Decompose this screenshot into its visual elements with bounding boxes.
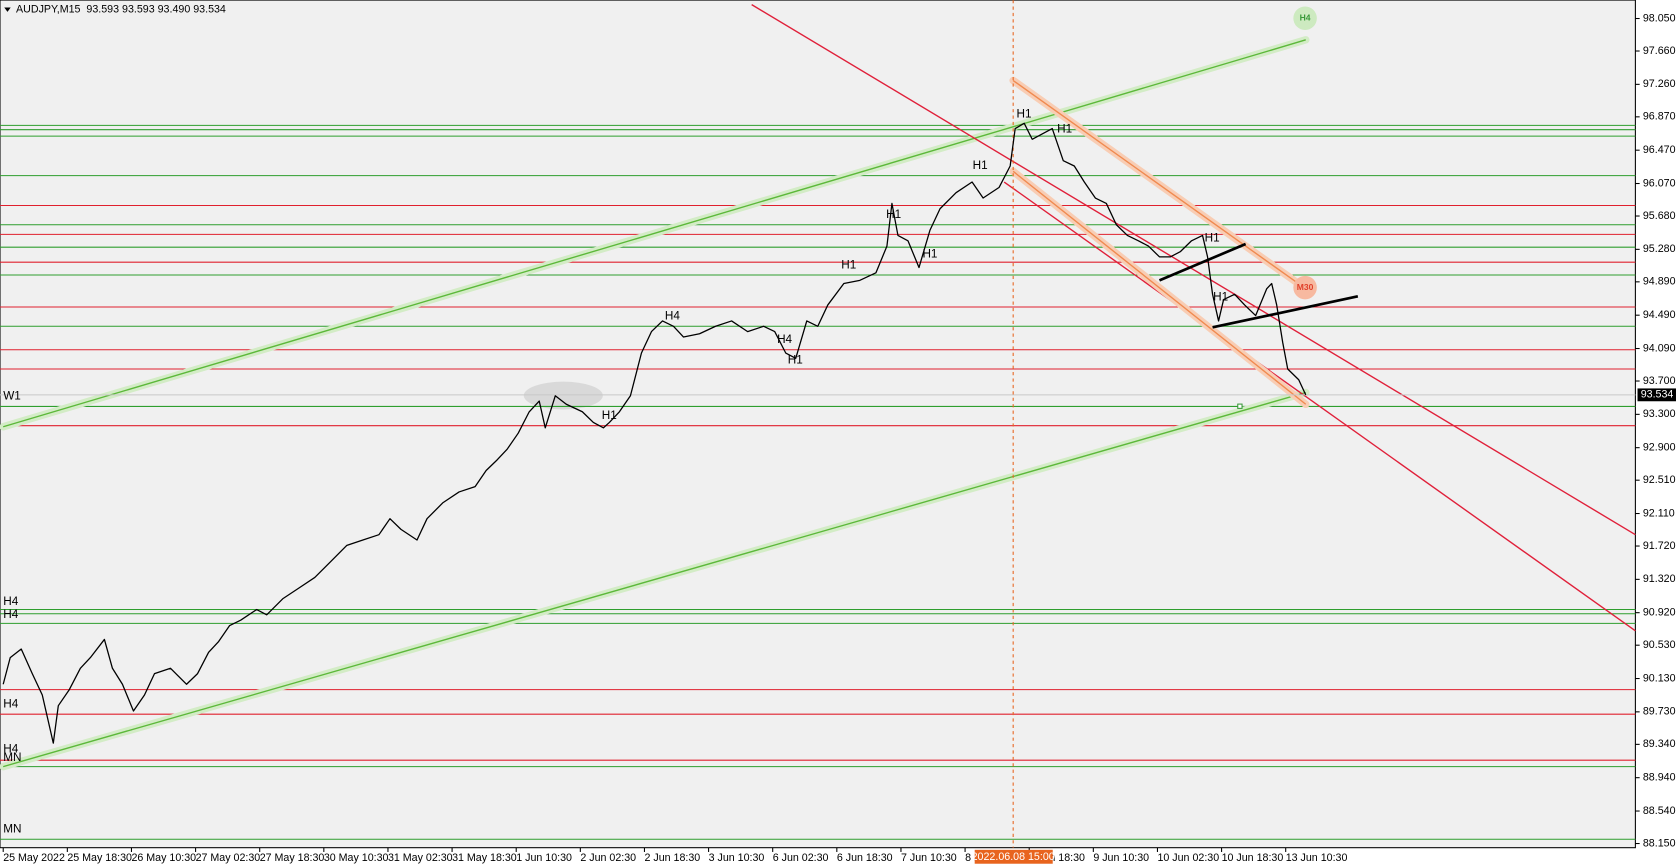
y-tick-label: 97.260 xyxy=(1643,78,1676,90)
annotation: H4 xyxy=(1300,13,1311,23)
annotation: H1 xyxy=(602,409,617,422)
time-marker-label-bg xyxy=(974,849,1053,864)
annotation: H4 xyxy=(3,608,18,621)
y-tick-label: 98.050 xyxy=(1643,12,1676,24)
price-line xyxy=(2,122,1307,744)
plot-area xyxy=(0,0,1636,849)
y-tick-label: 92.900 xyxy=(1643,442,1676,454)
annotation: H1 xyxy=(841,258,856,271)
y-tick-label: 95.280 xyxy=(1643,243,1676,255)
last-price-label: 93.534 xyxy=(1641,389,1674,401)
x-tick-label: 7 Jun 10:30 xyxy=(901,852,957,864)
y-tick-label: 96.070 xyxy=(1643,177,1676,189)
trend-line xyxy=(1012,79,1307,290)
y-tick-label: 90.920 xyxy=(1643,607,1676,619)
y-tick-label: 96.470 xyxy=(1643,144,1676,156)
y-tick-label: 93.300 xyxy=(1643,408,1676,420)
x-tick-label: 27 May 02:30 xyxy=(196,852,261,864)
anchor-point xyxy=(1237,403,1243,409)
last-price-tag xyxy=(1637,388,1676,402)
annotation: MN xyxy=(3,823,21,836)
x-tick-label: 13 Jun 10:30 xyxy=(1286,852,1348,864)
annotation: MN xyxy=(3,751,21,764)
trend-line xyxy=(1212,295,1359,329)
x-tick-label: 6 Jun 18:30 xyxy=(837,852,893,864)
y-tick-label: 91.720 xyxy=(1643,540,1676,552)
y-tick-label: 88.540 xyxy=(1643,805,1676,817)
y-tick-label: 91.320 xyxy=(1643,573,1676,585)
annotation: H1 xyxy=(1057,123,1072,136)
annotation: H4 xyxy=(665,310,680,323)
annotation: H1 xyxy=(922,248,937,261)
x-tick-label: 10 Jun 18:30 xyxy=(1222,852,1284,864)
x-tick-label: 3 Jun 10:30 xyxy=(709,852,765,864)
y-tick-label: 92.110 xyxy=(1643,507,1675,519)
x-tick-label: 30 May 10:30 xyxy=(324,852,389,864)
x-tick-label: 2 Jun 02:30 xyxy=(580,852,636,864)
annotation: H1 xyxy=(1017,108,1032,121)
y-tick-label: 89.730 xyxy=(1643,706,1676,718)
annotation: H1 xyxy=(886,208,901,221)
x-tick-label: 25 May 18:30 xyxy=(67,852,132,864)
trend-line xyxy=(751,3,1636,536)
annotation: H1 xyxy=(788,353,803,366)
x-tick-label: 31 May 02:30 xyxy=(388,852,453,864)
annotation: M30 xyxy=(1297,282,1314,292)
x-tick-label: 31 May 18:30 xyxy=(452,852,517,864)
annotation: W1 xyxy=(3,390,21,403)
annotation: H4 xyxy=(777,333,792,346)
y-tick-label: 94.090 xyxy=(1643,342,1676,354)
chart-title: AUDJPY,M15 93.593 93.593 93.490 93.534 xyxy=(16,4,226,16)
trend-line xyxy=(1158,242,1247,282)
highlight-ellipse xyxy=(523,381,603,410)
time-marker-label: 2022.06.08 15:00 xyxy=(972,851,1055,863)
y-tick-label: 92.510 xyxy=(1643,474,1676,486)
menu-arrow[interactable] xyxy=(4,7,11,12)
y-tick-label: 88.940 xyxy=(1643,772,1676,784)
x-tick-label: 27 May 18:30 xyxy=(260,852,325,864)
y-tick-label: 88.150 xyxy=(1643,837,1676,849)
trend-line xyxy=(1003,181,1636,632)
x-tick-label: 25 May 2022 xyxy=(3,852,65,864)
trend-line xyxy=(1012,170,1307,405)
x-tick-label: 6 Jun 02:30 xyxy=(773,852,829,864)
annotation: H4 xyxy=(3,742,18,755)
x-tick-label: 1 Jun 10:30 xyxy=(516,852,572,864)
x-tick-label: 26 May 10:30 xyxy=(131,852,196,864)
annotation: H4 xyxy=(3,595,18,608)
annotation: H1 xyxy=(1205,232,1220,245)
trend-line xyxy=(3,391,1306,768)
annotation: H1 xyxy=(973,159,988,172)
annotation: H4 xyxy=(3,698,18,711)
y-tick-label: 95.680 xyxy=(1643,210,1676,222)
y-tick-label: 94.490 xyxy=(1643,309,1676,321)
x-tick-label: 2 Jun 18:30 xyxy=(644,852,700,864)
x-tick-label: 9 Jun 10:30 xyxy=(1093,852,1149,864)
y-tick-label: 93.700 xyxy=(1643,375,1676,387)
y-tick-label: 90.130 xyxy=(1643,672,1676,684)
x-tick-label: 10 Jun 02:30 xyxy=(1157,852,1219,864)
annotation: H1 xyxy=(1213,290,1228,303)
badge-circle xyxy=(1293,6,1317,30)
trend-line xyxy=(3,39,1306,428)
y-tick-label: 97.660 xyxy=(1643,45,1676,57)
y-tick-label: 90.530 xyxy=(1643,639,1676,651)
y-tick-label: 89.340 xyxy=(1643,738,1676,750)
y-tick-label: 96.870 xyxy=(1643,111,1676,123)
y-tick-label: 94.890 xyxy=(1643,276,1676,288)
badge-circle xyxy=(1293,275,1317,300)
